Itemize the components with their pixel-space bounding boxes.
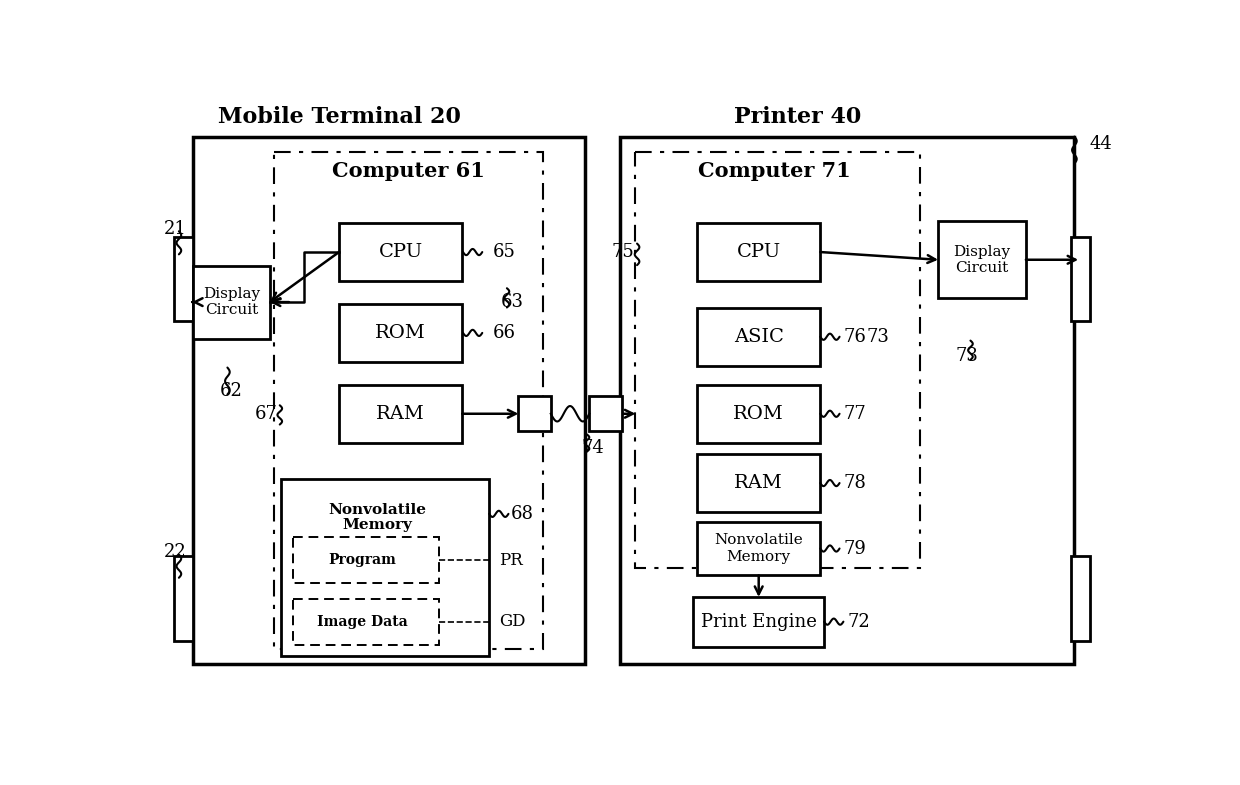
- Bar: [697, 308, 821, 366]
- Bar: [697, 385, 821, 443]
- Text: Print Engine: Print Engine: [701, 612, 817, 630]
- Text: ASIC: ASIC: [734, 328, 784, 345]
- Text: ROM: ROM: [733, 405, 784, 423]
- Bar: [697, 223, 821, 281]
- Text: Memory: Memory: [342, 518, 413, 532]
- Text: Nonvolatile: Nonvolatile: [329, 503, 427, 517]
- Text: 75: 75: [611, 243, 634, 261]
- Text: 68: 68: [511, 505, 533, 523]
- Text: Nonvolatile
Memory: Nonvolatile Memory: [714, 533, 804, 564]
- Bar: [192, 265, 270, 338]
- Bar: [1070, 236, 1090, 321]
- Text: GD: GD: [500, 613, 526, 630]
- Bar: [589, 396, 621, 432]
- Bar: [339, 304, 463, 362]
- Bar: [339, 385, 463, 443]
- Text: ROM: ROM: [376, 324, 427, 342]
- Text: 76: 76: [843, 328, 867, 345]
- Text: 73: 73: [867, 328, 889, 345]
- Text: 21: 21: [164, 220, 186, 238]
- Text: CPU: CPU: [378, 243, 423, 261]
- Bar: [339, 223, 463, 281]
- Text: RAM: RAM: [376, 405, 425, 423]
- Text: RAM: RAM: [734, 474, 784, 492]
- Text: 74: 74: [582, 440, 605, 458]
- Bar: [693, 597, 825, 647]
- Text: 72: 72: [847, 612, 870, 630]
- Bar: [174, 236, 192, 321]
- Text: 63: 63: [501, 293, 523, 311]
- Text: 67: 67: [254, 405, 278, 423]
- Bar: [293, 537, 439, 583]
- Text: Display
Circuit: Display Circuit: [202, 287, 260, 317]
- Text: 66: 66: [494, 324, 516, 342]
- Bar: [274, 152, 543, 648]
- Text: CPU: CPU: [737, 243, 781, 261]
- Text: 79: 79: [843, 539, 867, 557]
- Text: 44: 44: [1090, 135, 1112, 153]
- Text: 65: 65: [494, 243, 516, 261]
- Text: Mobile Terminal 20: Mobile Terminal 20: [217, 106, 460, 128]
- Text: Display
Circuit: Display Circuit: [954, 245, 1011, 275]
- Text: Computer 61: Computer 61: [332, 161, 485, 181]
- Bar: [620, 137, 1074, 664]
- Text: Printer 40: Printer 40: [734, 106, 861, 128]
- Bar: [697, 521, 821, 575]
- Text: 22: 22: [164, 543, 186, 561]
- Text: 62: 62: [219, 382, 243, 400]
- Text: PR: PR: [500, 552, 523, 568]
- Bar: [174, 557, 192, 641]
- Text: Image Data: Image Data: [316, 615, 408, 629]
- Bar: [635, 152, 920, 568]
- Text: 73: 73: [955, 347, 978, 365]
- Text: 77: 77: [843, 405, 867, 423]
- Text: Program: Program: [329, 553, 396, 567]
- Bar: [293, 598, 439, 644]
- Bar: [937, 221, 1027, 298]
- Text: 78: 78: [843, 474, 867, 492]
- Bar: [281, 479, 490, 656]
- Bar: [697, 455, 821, 512]
- Text: Computer 71: Computer 71: [698, 161, 851, 181]
- Bar: [1070, 557, 1090, 641]
- Bar: [518, 396, 551, 432]
- Bar: [192, 137, 585, 664]
